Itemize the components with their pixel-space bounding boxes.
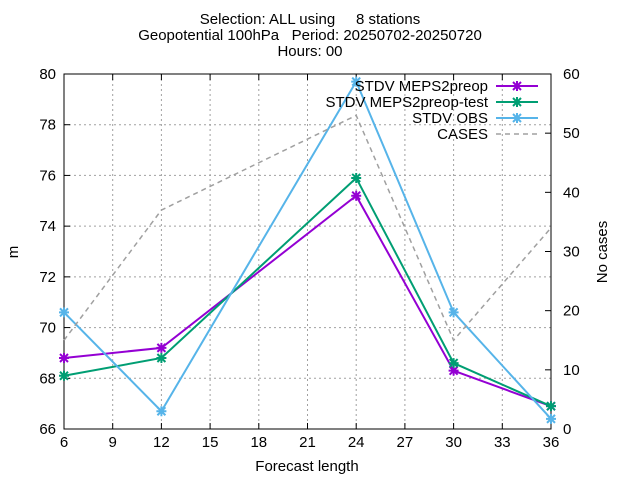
y-tick-label: 72 [39,269,56,286]
data-point-marker [448,307,459,318]
data-point-marker [59,307,69,318]
data-point-marker [448,365,459,376]
data-point-marker [512,113,522,123]
data-point-marker [156,353,167,363]
chart-title-line-3: Hours: 00 [277,43,343,60]
y2-tick-label: 60 [563,66,580,83]
y-tick-label: 80 [39,66,56,83]
y-tick-label: 74 [39,218,56,235]
data-point-marker [512,81,522,91]
grid [64,74,551,429]
x-tick-label: 24 [348,434,365,451]
x-tick-label: 9 [109,434,117,451]
series-line-1 [63,176,552,408]
axes: 6 9 12 15 18 21 24 27 30 33 36 66 68 70 72 74 76 78 80 0 10 2… [39,66,579,451]
x-tick-label: 30 [445,434,462,451]
y2-tick-label: 30 [563,244,580,261]
data-point-marker [351,172,362,183]
x-tick-label: 33 [494,434,511,451]
y-axis-label: m [5,246,22,259]
data-point-marker [156,342,167,353]
data-point-marker [59,370,69,381]
x-tick-label: 36 [543,434,560,451]
chart-title-line-1: Selection: ALL using 8 stations [199,11,421,28]
y2-tick-label: 20 [563,303,580,320]
x-tick-label: 27 [397,434,414,451]
chart-title-line-2: Geopotential 100hPa Period: 20250702-202… [138,27,482,44]
y-tick-label: 70 [39,320,56,337]
data-point-marker [351,76,362,87]
y2-tick-label: 40 [563,184,580,201]
legend-label: STDV OBS [412,110,488,127]
y-tick-label: 78 [39,117,56,134]
y2-tick-label: 10 [563,362,580,379]
x-axis-label: Forecast length [255,458,358,475]
legend-label: STDV MEPS2preop [355,78,488,95]
y2-axis-label: No cases [594,221,611,284]
data-point-marker [546,401,556,412]
series-layer [59,76,556,424]
y2-tick-label: 50 [563,125,580,142]
legend-label: STDV MEPS2preop-test [325,94,488,111]
data-point-marker [351,190,362,201]
x-tick-label: 18 [250,434,267,451]
y-tick-label: 66 [39,421,56,438]
x-tick-label: 15 [202,434,219,451]
data-point-marker [546,413,556,424]
x-tick-label: 12 [153,434,170,451]
series-line-3 [63,114,552,342]
data-point-marker [448,358,459,369]
y-tick-label: 68 [39,370,56,387]
x-tick-label: 6 [60,434,68,451]
y2-tick-label: 0 [563,421,571,438]
data-point-marker [156,406,167,417]
y-tick-label: 76 [39,167,56,184]
data-point-marker [512,97,522,107]
legend-label: CASES [437,126,488,143]
data-point-marker [59,353,69,363]
x-tick-label: 21 [299,434,316,451]
